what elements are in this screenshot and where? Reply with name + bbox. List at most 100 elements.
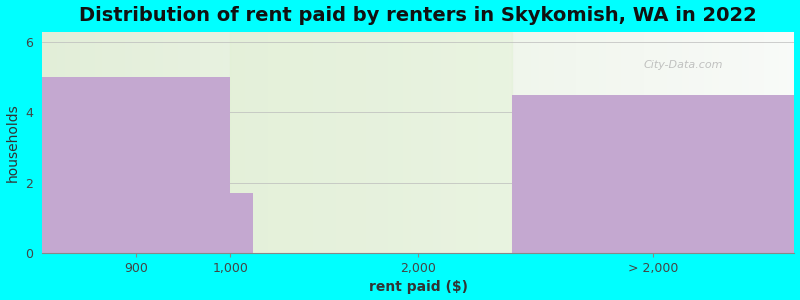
- Bar: [697, 32, 704, 253]
- Bar: [509, 32, 516, 253]
- Bar: [546, 32, 554, 253]
- Y-axis label: households: households: [6, 103, 19, 182]
- Bar: [396, 32, 403, 253]
- Bar: [253, 32, 260, 253]
- Bar: [512, 95, 794, 253]
- Bar: [57, 32, 65, 253]
- Bar: [689, 32, 697, 253]
- Bar: [486, 32, 494, 253]
- Bar: [215, 32, 222, 253]
- Bar: [260, 32, 268, 253]
- Bar: [275, 32, 283, 253]
- Bar: [682, 32, 689, 253]
- Bar: [418, 32, 426, 253]
- Bar: [230, 193, 253, 253]
- Bar: [712, 32, 719, 253]
- Bar: [328, 32, 335, 253]
- Bar: [298, 32, 306, 253]
- Bar: [80, 32, 87, 253]
- Bar: [674, 32, 682, 253]
- Bar: [155, 32, 162, 253]
- Bar: [441, 32, 448, 253]
- Bar: [102, 32, 110, 253]
- Bar: [576, 32, 584, 253]
- Bar: [185, 32, 193, 253]
- Bar: [373, 32, 381, 253]
- Bar: [403, 32, 410, 253]
- Bar: [381, 32, 388, 253]
- Bar: [591, 32, 599, 253]
- Bar: [659, 32, 666, 253]
- Bar: [651, 32, 659, 253]
- Bar: [456, 32, 463, 253]
- Bar: [478, 32, 486, 253]
- Bar: [118, 32, 125, 253]
- Bar: [350, 32, 358, 253]
- Bar: [644, 32, 651, 253]
- Bar: [426, 32, 434, 253]
- Bar: [306, 32, 313, 253]
- Bar: [614, 32, 622, 253]
- Bar: [200, 32, 208, 253]
- Bar: [268, 32, 275, 253]
- Bar: [538, 32, 546, 253]
- Bar: [388, 32, 396, 253]
- Bar: [72, 32, 80, 253]
- Bar: [494, 32, 501, 253]
- Bar: [125, 32, 133, 253]
- Bar: [666, 32, 674, 253]
- Bar: [501, 32, 509, 253]
- Bar: [366, 32, 373, 253]
- Bar: [283, 32, 290, 253]
- Bar: [734, 32, 742, 253]
- Bar: [787, 32, 794, 253]
- Bar: [335, 32, 343, 253]
- Bar: [637, 32, 644, 253]
- Bar: [569, 32, 576, 253]
- Bar: [230, 32, 512, 253]
- Bar: [772, 32, 779, 253]
- Bar: [230, 32, 238, 253]
- Bar: [629, 32, 637, 253]
- Bar: [133, 32, 140, 253]
- Bar: [110, 32, 118, 253]
- Text: City-Data.com: City-Data.com: [644, 60, 723, 70]
- Bar: [170, 32, 178, 253]
- Bar: [290, 32, 298, 253]
- Bar: [178, 32, 185, 253]
- Bar: [524, 32, 531, 253]
- Bar: [193, 32, 200, 253]
- Bar: [726, 32, 734, 253]
- Bar: [87, 32, 95, 253]
- Bar: [742, 32, 750, 253]
- Bar: [606, 32, 614, 253]
- Bar: [622, 32, 629, 253]
- Bar: [531, 32, 538, 253]
- Bar: [50, 32, 57, 253]
- Bar: [434, 32, 441, 253]
- Bar: [208, 32, 215, 253]
- Bar: [764, 32, 772, 253]
- Bar: [147, 32, 155, 253]
- Bar: [554, 32, 562, 253]
- Bar: [719, 32, 726, 253]
- Bar: [516, 32, 524, 253]
- Bar: [238, 32, 246, 253]
- Title: Distribution of rent paid by renters in Skykomish, WA in 2022: Distribution of rent paid by renters in …: [79, 6, 757, 25]
- Bar: [321, 32, 328, 253]
- Bar: [42, 32, 50, 253]
- Bar: [140, 32, 147, 253]
- Bar: [779, 32, 787, 253]
- Bar: [343, 32, 350, 253]
- Bar: [599, 32, 606, 253]
- Bar: [410, 32, 418, 253]
- Bar: [42, 77, 230, 253]
- Bar: [95, 32, 102, 253]
- Bar: [448, 32, 456, 253]
- Bar: [562, 32, 569, 253]
- Bar: [750, 32, 757, 253]
- Bar: [358, 32, 366, 253]
- Bar: [757, 32, 764, 253]
- X-axis label: rent paid ($): rent paid ($): [369, 280, 468, 294]
- Bar: [471, 32, 478, 253]
